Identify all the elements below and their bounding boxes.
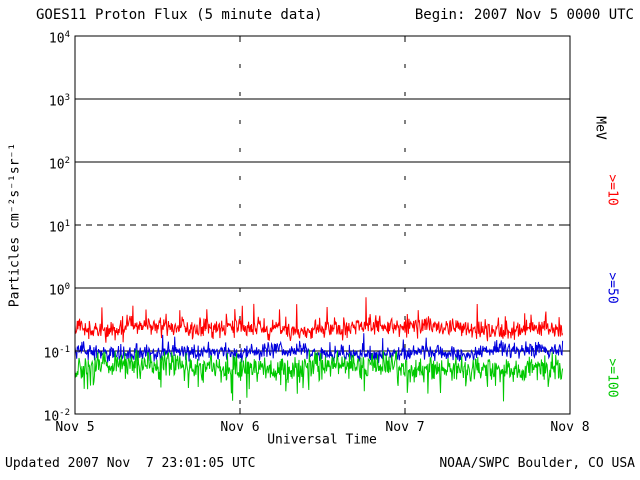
x-tick-label: Nov 5 <box>55 420 95 435</box>
y-tick-label: 100 <box>48 282 70 299</box>
y-tick-label: 10-1 <box>43 345 71 362</box>
y-axis-title: Particles cm⁻²s⁻¹sr⁻¹ <box>7 142 23 308</box>
begin-time-label: Begin: 2007 Nov 5 0000 UTC <box>414 7 634 23</box>
y-tick-label: 10-2 <box>43 408 71 425</box>
series-line-p50 <box>74 333 564 364</box>
right-axis-unit-label: MeV <box>592 116 608 140</box>
y-tick-label: 102 <box>48 156 70 173</box>
right-axis-threshold-label: >=100 <box>604 358 620 398</box>
right-axis-threshold-label: >=50 <box>604 272 620 304</box>
x-tick-label: Nov 7 <box>385 420 425 435</box>
y-tick-label: 104 <box>48 30 70 47</box>
right-axis-threshold-label: >=10 <box>604 174 620 206</box>
x-tick-label: Nov 6 <box>220 420 260 435</box>
x-axis-title: Universal Time <box>267 432 377 448</box>
updated-timestamp: Updated 2007 Nov 7 23:01:05 UTC <box>5 456 256 471</box>
x-tick-label: Nov 8 <box>550 420 590 435</box>
series-line-p100 <box>74 349 564 402</box>
credit-label: NOAA/SWPC Boulder, CO USA <box>439 456 635 471</box>
series-line-p10 <box>74 297 564 343</box>
chart-title: GOES11 Proton Flux (5 minute data) <box>36 7 323 23</box>
y-tick-label: 101 <box>48 219 70 236</box>
y-tick-label: 103 <box>48 93 70 110</box>
